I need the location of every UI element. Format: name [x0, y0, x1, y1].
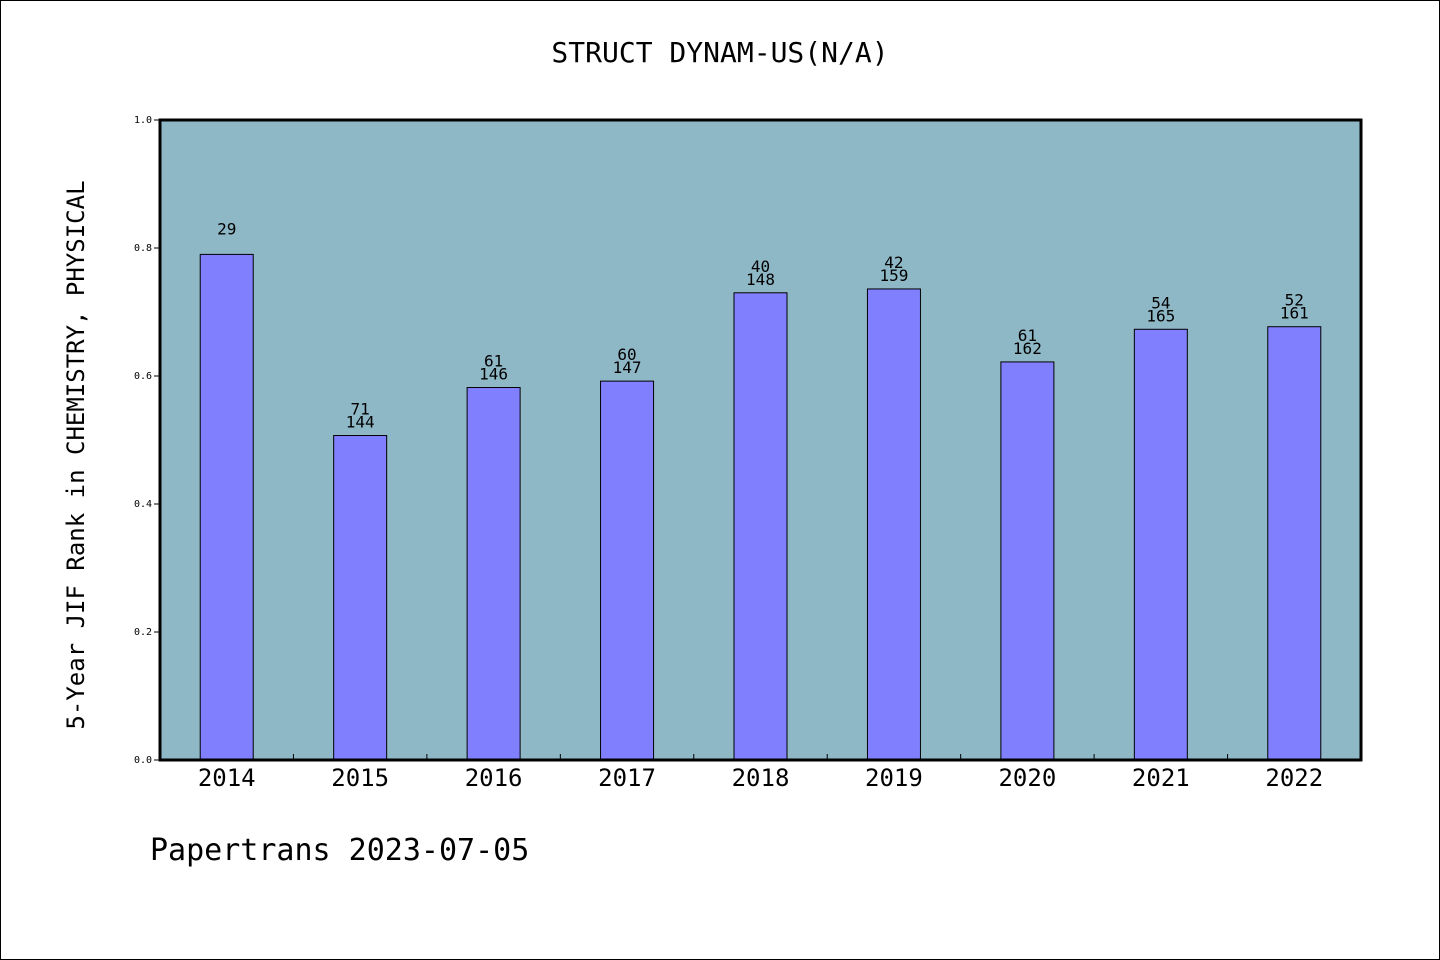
x-tick-label-2015: 2015: [331, 764, 389, 792]
y-tick-label: 0.8: [134, 243, 152, 254]
y-tick-label: 0.4: [134, 499, 152, 510]
bar-label-total-2020: 162: [1013, 339, 1042, 358]
bar-label-rank-2021: 54: [1151, 293, 1170, 312]
bar-2020: [1000, 361, 1055, 761]
bar-label-rank-2016: 61: [484, 352, 503, 371]
bar-label-rank-2017: 60: [617, 345, 636, 364]
y-tick-label: 0.0: [134, 755, 152, 766]
bar-label-total-2017: 147: [613, 358, 642, 377]
x-tick-label-2021: 2021: [1132, 764, 1190, 792]
plot-border: [158, 118, 1363, 762]
chart-title: STRUCT DYNAM-US(N/A): [551, 36, 889, 69]
bar-label-rank-2015: 71: [351, 400, 370, 419]
bar-2021: [1133, 328, 1188, 761]
bar-2014: [199, 253, 254, 761]
bar-label-rank-2014: 29: [217, 219, 236, 238]
bar-label-total-2018: 148: [746, 270, 775, 289]
footer-credit: Papertrans 2023-07-05: [150, 833, 530, 868]
x-tick-label-2014: 2014: [198, 764, 256, 792]
x-tick-label-2019: 2019: [865, 764, 923, 792]
y-tick-label: 0.2: [134, 627, 152, 638]
bar-label-total-2022: 161: [1280, 304, 1309, 323]
x-tick-label-2016: 2016: [465, 764, 523, 792]
bar-2019: [866, 288, 921, 761]
bar-label-total-2016: 146: [479, 365, 508, 384]
x-tick-label-2022: 2022: [1265, 764, 1323, 792]
bar-label-rank-2020: 61: [1018, 326, 1037, 345]
y-tick-label: 0.6: [134, 371, 152, 382]
bar-label-total-2021: 165: [1146, 306, 1175, 325]
x-tick-label-2017: 2017: [598, 764, 656, 792]
bar-label-rank-2019: 42: [884, 253, 903, 272]
x-tick-label-2020: 2020: [998, 764, 1056, 792]
x-tick-label-2018: 2018: [732, 764, 790, 792]
bar-label-rank-2018: 40: [751, 257, 770, 276]
bar-label-total-2015: 144: [346, 413, 375, 432]
bar-2015: [333, 435, 388, 761]
bar-label-total-2019: 159: [879, 266, 908, 285]
y-tick-label: 1.0: [134, 115, 152, 126]
bar-2022: [1267, 326, 1322, 761]
bar-label-rank-2022: 52: [1285, 291, 1304, 310]
bar-2017: [600, 380, 655, 761]
bar-2016: [466, 387, 521, 761]
bar-2018: [733, 292, 788, 761]
